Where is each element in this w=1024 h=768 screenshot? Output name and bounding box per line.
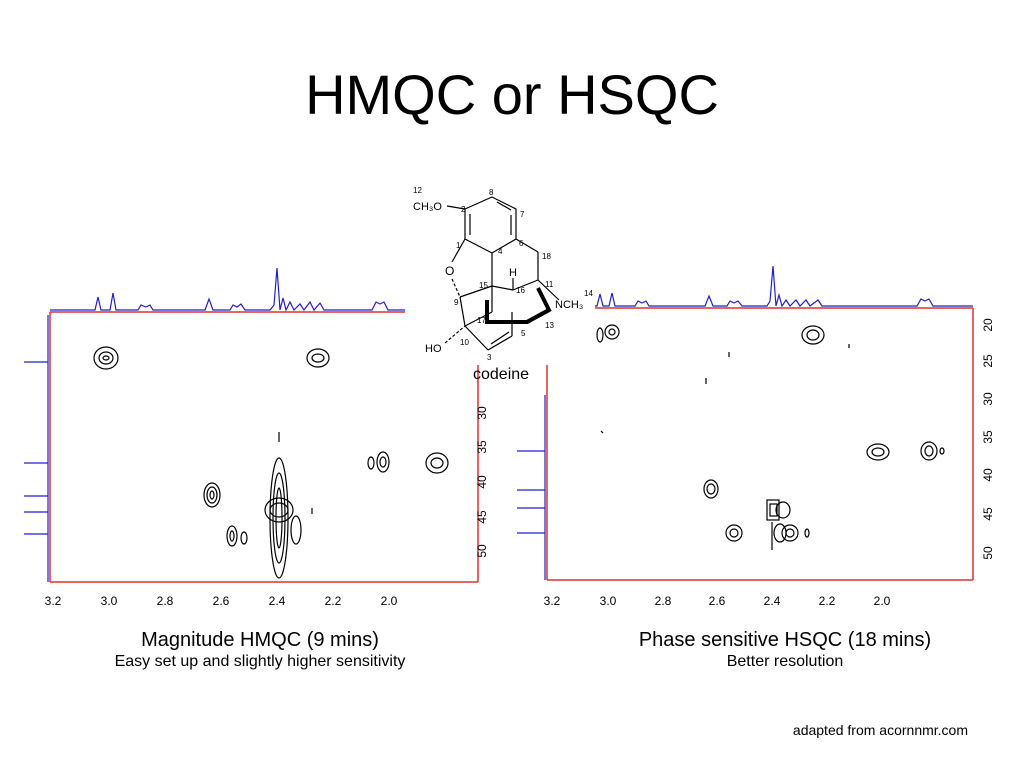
num-12: 12: [413, 186, 422, 195]
right-frame: [546, 307, 974, 581]
right-x-tick-2.6: 2.6: [709, 594, 726, 608]
num-15: 15: [479, 281, 488, 290]
num-16: 16: [516, 286, 525, 295]
right-hsqc-spectrum: 3.2 3.0 2.8 2.6 2.4 2.2 2.0 20 25 30 35 …: [517, 265, 995, 608]
atom-o-ring: O: [445, 264, 454, 278]
left-x-tick-3.2: 3.2: [45, 594, 62, 608]
left-caption-block: Magnitude HMQC (9 mins) Easy set up and …: [50, 628, 470, 672]
num-1: 1: [456, 241, 461, 250]
right-subcaption: Better resolution: [726, 653, 844, 670]
left-x-tick-2.2: 2.2: [325, 594, 342, 608]
left-y-tick-40: 40: [475, 475, 489, 489]
right-y-tick-35: 35: [981, 430, 995, 444]
right-caption: Phase sensitive HSQC (18 mins): [638, 629, 932, 651]
left-x-tick-2.8: 2.8: [157, 594, 174, 608]
right-x-tick-2.2: 2.2: [819, 594, 836, 608]
left-y-tick-30: 30: [475, 406, 489, 420]
num-17: 17: [477, 316, 486, 325]
num-3: 3: [487, 353, 492, 362]
right-x-tick-2.4: 2.4: [764, 594, 781, 608]
num-9: 9: [454, 298, 459, 307]
right-x-tick-3.0: 3.0: [600, 594, 617, 608]
codeine-structure: CH₃O O HO H NCH₃ 12 2 8 7 1 4 6 18 15 16…: [405, 180, 595, 365]
right-top-1d-spectrum: [587, 265, 973, 308]
num-2: 2: [461, 205, 466, 214]
right-y-tick-20: 20: [981, 318, 995, 332]
num-7: 7: [520, 210, 525, 219]
left-y-tick-45: 45: [475, 510, 489, 524]
right-side-1d-spectrum: [517, 395, 546, 580]
slide-title: HMQC or HSQC: [305, 63, 719, 126]
num-11: 11: [545, 280, 554, 289]
atom-h: H: [509, 267, 517, 279]
left-side-1d-spectrum: [24, 315, 49, 582]
right-y-tick-45: 45: [981, 507, 995, 521]
num-18: 18: [542, 252, 551, 261]
left-caption: Magnitude HMQC (9 mins): [141, 629, 379, 651]
left-x-tick-2.6: 2.6: [213, 594, 230, 608]
right-y-tick-25: 25: [981, 354, 995, 368]
left-y-tick-50: 50: [475, 544, 489, 558]
atom-ho: HO: [425, 343, 442, 355]
left-contours: [93, 346, 449, 579]
num-4: 4: [498, 247, 503, 256]
codeine-label: codeine: [473, 366, 530, 383]
left-y-tick-35: 35: [475, 440, 489, 454]
right-y-tick-50: 50: [981, 546, 995, 560]
num-13: 13: [545, 321, 554, 330]
left-x-tick-2.4: 2.4: [269, 594, 286, 608]
right-x-tick-2.0: 2.0: [874, 594, 891, 608]
num-8: 8: [489, 188, 494, 197]
num-6: 6: [519, 239, 524, 248]
left-x-tick-3.0: 3.0: [101, 594, 118, 608]
num-5: 5: [521, 329, 526, 338]
left-subcaption: Easy set up and slightly higher sensitiv…: [114, 653, 406, 670]
atom-ch3o: CH₃O: [413, 201, 442, 213]
right-x-tick-3.2: 3.2: [544, 594, 561, 608]
num-14: 14: [584, 289, 593, 298]
atom-nch3: NCH₃: [555, 299, 583, 311]
right-contours: [596, 324, 945, 550]
source-credit: adapted from acornnmr.com: [792, 722, 968, 738]
codeine-bonds: [444, 196, 560, 351]
left-top-1d-spectrum: [50, 267, 408, 312]
num-10: 10: [460, 338, 469, 347]
right-y-tick-40: 40: [981, 468, 995, 482]
left-x-tick-2.0: 2.0: [381, 594, 398, 608]
right-caption-block: Phase sensitive HSQC (18 mins) Better re…: [560, 628, 1010, 672]
right-y-tick-30: 30: [981, 392, 995, 406]
left-hmqc-spectrum: 3.2 3.0 2.8 2.6 2.4 2.2 2.0 30 35 40 45 …: [24, 267, 489, 608]
right-x-tick-2.8: 2.8: [655, 594, 672, 608]
